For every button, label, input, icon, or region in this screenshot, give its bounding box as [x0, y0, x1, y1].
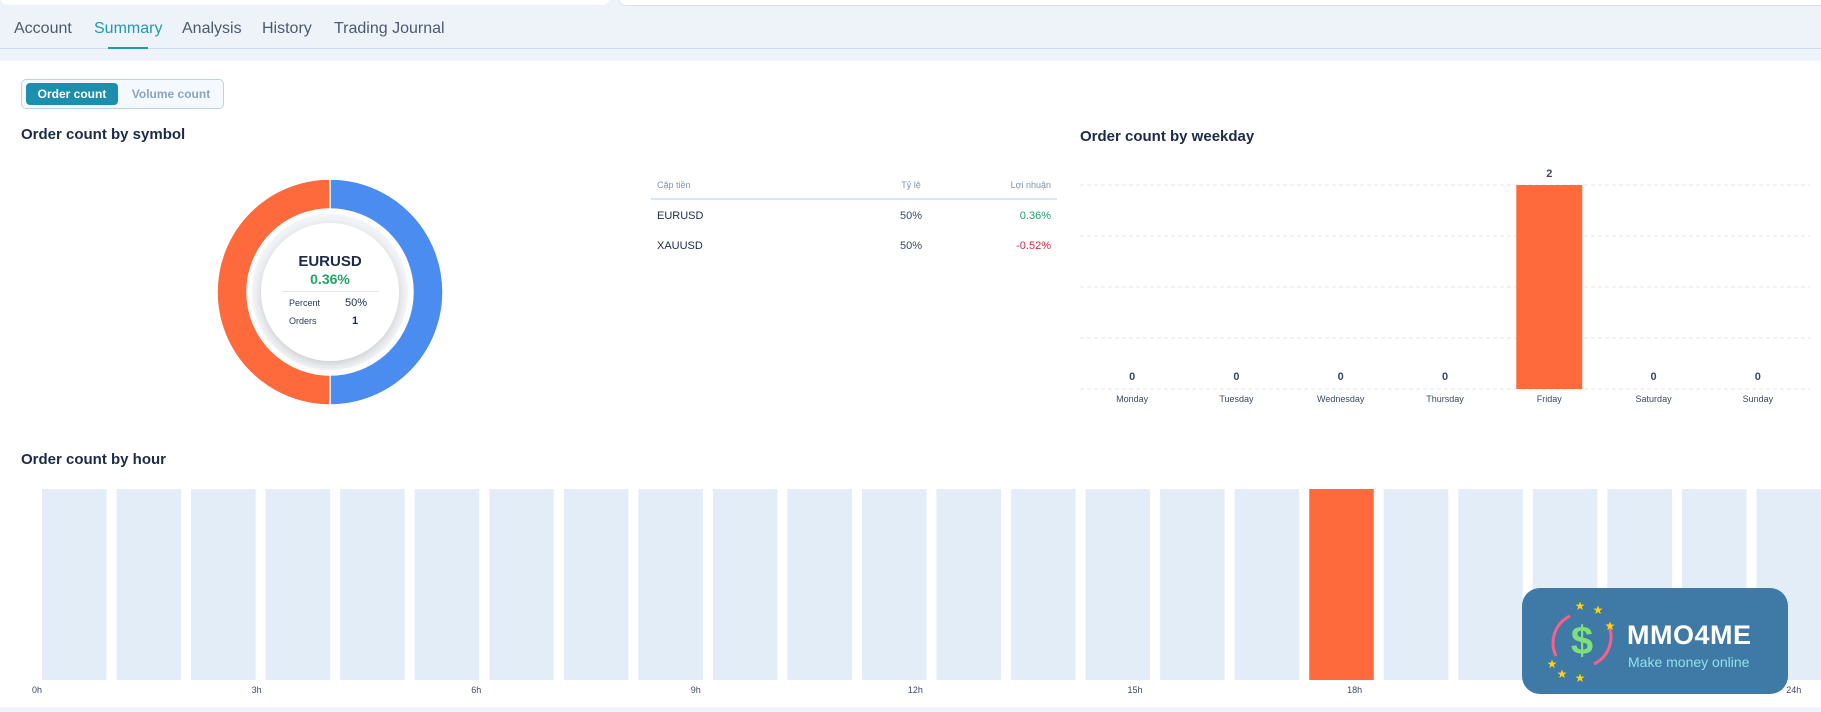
hour-tick-label: 12h — [908, 685, 923, 695]
hour-bar[interactable] — [1085, 489, 1151, 680]
table-header: Cặp tiền Tỷ lệ Lợi nhuận — [651, 176, 1057, 200]
top-panel-left — [0, 0, 610, 5]
row-ratio: 50% — [899, 240, 923, 252]
svg-text:★: ★ — [1593, 603, 1604, 617]
svg-text:★: ★ — [1605, 619, 1616, 633]
header-ratio: Tỷ lệ — [901, 180, 921, 190]
weekday-value-label: 0 — [1755, 371, 1761, 383]
donut-slice-eurusd[interactable] — [329, 178, 444, 406]
header-profit: Lợi nhuận — [1010, 180, 1051, 190]
tab-bar: Account Summary Analysis History Trading… — [0, 0, 1821, 49]
tab-trading-journal[interactable]: Trading Journal — [334, 20, 445, 37]
active-tab-indicator — [108, 47, 148, 49]
hour-tick-label: 6h — [471, 685, 481, 695]
hour-bar[interactable] — [116, 489, 182, 680]
hour-bar[interactable] — [1309, 489, 1374, 680]
row-profit: 0.36% — [1019, 210, 1051, 222]
weekday-tick-label: Wednesday — [1317, 394, 1365, 404]
hour-bar[interactable] — [1011, 489, 1076, 680]
weekday-bar[interactable] — [1516, 185, 1583, 389]
weekday-value-label: 0 — [1651, 371, 1657, 383]
count-mode-toggle: Order count Volume count — [21, 79, 224, 109]
svg-text:★: ★ — [1547, 657, 1558, 671]
hour-bar[interactable] — [638, 489, 703, 680]
svg-text:★: ★ — [1557, 667, 1568, 681]
center-percent-value: 50% — [345, 297, 368, 309]
weekday-value-label: 0 — [1338, 371, 1344, 383]
center-profit: 0.36% — [310, 271, 350, 287]
hour-bar[interactable] — [712, 489, 778, 680]
hour-bar[interactable] — [787, 489, 852, 680]
header-symbol: Cặp tiền — [657, 180, 691, 190]
hour-tick-label: 15h — [1127, 685, 1142, 695]
weekday-svg: 0 Monday 0 Tuesday 0 Wednesday 0 Thursday 2 Frida… — [1080, 168, 1810, 404]
hour-bar[interactable] — [191, 489, 256, 680]
hour-bar[interactable] — [1383, 489, 1449, 680]
weekday-value-label: 0 — [1442, 371, 1448, 383]
hour-tick-label: 3h — [252, 685, 262, 695]
donut-svg — [216, 178, 444, 406]
weekday-tick-label: Tuesday — [1219, 394, 1254, 404]
weekday-value-label: 0 — [1233, 371, 1239, 383]
weekday-tick-label: Thursday — [1426, 394, 1464, 404]
top-strip — [0, 0, 1821, 6]
watermark-subtitle: Make money online — [1628, 654, 1750, 670]
tab-account[interactable]: Account — [14, 20, 72, 37]
weekday-value-label: 0 — [1129, 371, 1135, 383]
svg-text:★: ★ — [1575, 599, 1586, 613]
order-count-toggle-button[interactable]: Order count — [26, 83, 118, 105]
watermark-title: MMO4ME — [1627, 620, 1752, 650]
dollar-stars-icon: $ ★ ★ ★ ★ ★ ★ — [1547, 599, 1616, 682]
hour-bar[interactable] — [1160, 489, 1225, 680]
svg-text:$: $ — [1571, 619, 1593, 663]
hour-tick-label: 9h — [691, 685, 701, 695]
hour-bar[interactable] — [1234, 489, 1300, 680]
symbol-table: Cặp tiền Tỷ lệ Lợi nhuận EURUSD 50% 0.36… — [651, 176, 1057, 260]
tab-history[interactable]: History — [262, 20, 312, 37]
hour-bar[interactable] — [340, 489, 405, 680]
center-symbol: EURUSD — [298, 253, 362, 270]
symbol-donut-chart[interactable]: EURUSD 0.36% Percent 50% Orders 1 — [216, 178, 444, 406]
weekday-tick-label: Saturday — [1636, 394, 1673, 404]
hour-bar[interactable] — [1458, 489, 1523, 680]
hour-bar[interactable] — [489, 489, 554, 680]
weekday-bar-chart: 0 Monday 0 Tuesday 0 Wednesday 0 Thursday 2 Frida… — [1080, 160, 1810, 410]
hour-tick-label: 18h — [1347, 685, 1362, 695]
volume-count-toggle-button[interactable]: Volume count — [131, 87, 211, 101]
table-row[interactable]: EURUSD 50% 0.36% — [651, 200, 1057, 230]
donut-center-info: EURUSD 0.36% Percent 50% Orders 1 — [216, 178, 444, 406]
hour-bar[interactable] — [265, 489, 331, 680]
row-profit: -0.52% — [1016, 240, 1051, 252]
hour-bar[interactable] — [936, 489, 1002, 680]
donut-slice-xauusd[interactable] — [216, 178, 331, 406]
row-symbol: EURUSD — [657, 210, 704, 222]
symbol-section-title: Order count by symbol — [21, 126, 186, 143]
center-orders-value: 1 — [352, 315, 359, 327]
tab-analysis[interactable]: Analysis — [182, 20, 242, 37]
tab-summary[interactable]: Summary — [94, 20, 163, 37]
center-divider — [282, 291, 378, 292]
hour-bar[interactable] — [861, 489, 927, 680]
donut-center-disc — [261, 223, 399, 361]
hour-bar[interactable] — [42, 489, 107, 680]
weekday-tick-label: Monday — [1116, 394, 1149, 404]
weekday-value-label: 2 — [1546, 168, 1552, 180]
center-orders-label: Orders — [289, 316, 317, 326]
weekday-section-title: Order count by weekday — [1080, 128, 1255, 145]
row-symbol: XAUUSD — [657, 240, 703, 252]
weekday-tick-label: Sunday — [1743, 394, 1774, 404]
weekday-tick-label: Friday — [1537, 394, 1563, 404]
hour-tick-label: 24h — [1786, 685, 1801, 695]
mmo4me-watermark: $ ★ ★ ★ ★ ★ ★ MMO4ME Make money online — [1522, 588, 1788, 694]
center-percent-label: Percent — [289, 298, 321, 308]
row-ratio: 50% — [899, 210, 923, 222]
hour-bar[interactable] — [414, 489, 480, 680]
hour-tick-label: 0h — [32, 685, 42, 695]
hour-bar[interactable] — [563, 489, 629, 680]
svg-text:★: ★ — [1575, 671, 1586, 682]
table-row[interactable]: XAUUSD 50% -0.52% — [651, 230, 1057, 260]
hour-section-title: Order count by hour — [21, 451, 167, 468]
